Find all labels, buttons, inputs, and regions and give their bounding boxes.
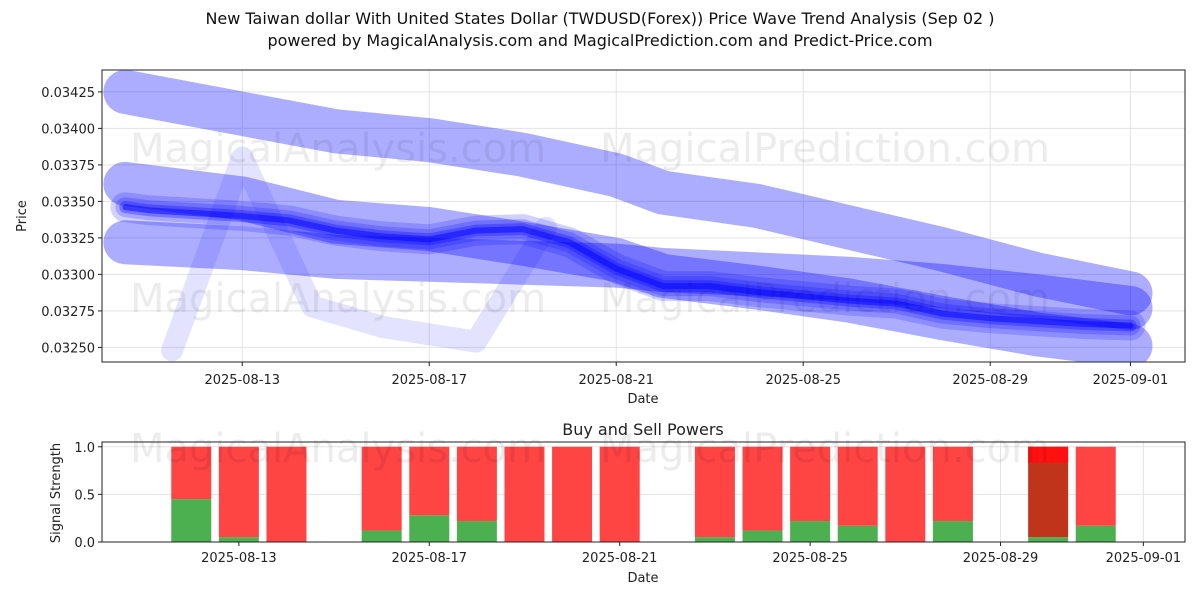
sell-bar [885,446,926,542]
buy-bar [694,537,735,542]
bottom-plot-frame [101,441,1186,543]
sell-bar [932,446,973,522]
top-y-tick-label: 0.03400 [41,122,95,137]
sell-bar [694,446,735,538]
sell-bar [409,446,450,516]
bottom-x-tick-label: 2025-08-25 [772,551,848,566]
wave-lower-band [103,220,1153,330]
buy-bar [171,499,212,542]
buy-bar [1028,537,1069,542]
watermark-analysis-1: MagicalAnalysis.com [130,126,546,172]
top-x-ticks: 2025-08-13 2025-08-17 2025-08-21 2025-08-25… [204,362,1168,388]
wave-bands [103,70,1153,362]
sell-bar [1075,446,1116,526]
top-y-tick-label: 0.03325 [41,232,95,247]
top-x-tick-label: 2025-08-25 [765,373,841,388]
chart-title: New Taiwan dollar With United States Dol… [205,9,995,28]
top-y-axis-label: Price [15,200,30,232]
sell-bar [218,446,259,538]
chart-subtitle: powered by MagicalAnalysis.com and Magic… [267,31,933,50]
bottom-y-axis-label: Signal Strength [49,443,64,543]
sell-bar [456,446,497,522]
top-y-tick-label: 0.03275 [41,305,95,320]
bottom-chart-title: Buy and Sell Powers [562,420,724,439]
top-x-tick-label: 2025-08-17 [391,373,467,388]
top-grid [102,70,1185,362]
bottom-x-tick-label: 2025-08-13 [201,551,277,566]
buy-bar [409,515,450,542]
top-x-axis-label: Date [627,392,658,407]
watermark-analysis-2: MagicalAnalysis.com [130,276,546,322]
top-x-tick-label: 2025-08-29 [952,373,1028,388]
wave-price-wave [122,204,1134,329]
sell-bar [504,446,545,542]
top-x-tick-label: 2025-08-13 [204,373,280,388]
sell-bar [790,446,831,522]
bottom-x-tick-label: 2025-08-17 [391,551,467,566]
bottom-x-tick-label: 2025-08-21 [582,551,658,566]
sell-bar [361,446,402,531]
wave-oscillation [161,146,558,362]
wave-middle-band [103,161,1153,362]
watermark-prediction-1: MagicalPrediction.com [600,126,1050,172]
top-y-tick-label: 0.03300 [41,268,95,283]
watermark-prediction-3: MagicalPrediction.com [600,426,1050,472]
sell-bar-highlight [1028,446,1069,463]
bottom-y-tick-label: 1.0 [74,441,95,456]
bottom-x-tick-label: 2025-09-01 [1106,551,1182,566]
sell-bar [171,446,212,500]
sell-bar [599,446,640,542]
bottom-x-tick-label: 2025-08-29 [963,551,1039,566]
watermark-analysis-3: MagicalAnalysis.com [130,426,546,472]
top-x-tick-label: 2025-08-21 [578,373,654,388]
top-y-tick-label: 0.03250 [41,341,95,356]
top-watermarks: MagicalAnalysis.com MagicalPrediction.co… [130,126,1050,322]
buy-bar [361,530,402,542]
buy-bar [218,537,259,542]
top-x-tick-label: 2025-09-01 [1093,373,1169,388]
bottom-watermarks: MagicalAnalysis.com MagicalPrediction.co… [130,426,1050,472]
buy-bar [456,521,497,542]
sell-bar [837,446,878,526]
sell-bar [552,446,593,542]
bottom-y-tick-label: 0.0 [74,536,95,551]
buy-bar [837,525,878,542]
buy-bar [790,521,831,542]
sell-bar [742,446,783,531]
bottom-x-axis-label: Date [627,571,658,586]
bottom-x-ticks: 2025-08-13 2025-08-17 2025-08-21 2025-08-25… [201,542,1181,566]
top-y-tick-label: 0.03425 [41,86,95,101]
top-plot-frame [101,69,1186,363]
top-y-tick-label: 0.03375 [41,159,95,174]
bottom-y-tick-label: 0.5 [74,488,95,503]
buy-bar [932,521,973,542]
wave-upper-band [103,70,1153,316]
top-y-tick-label: 0.03350 [41,195,95,210]
top-y-ticks: 0.03250 0.03275 0.03300 0.03325 0.03350 0.033… [41,86,102,356]
watermark-prediction-2: MagicalPrediction.com [600,276,1050,322]
bottom-y-ticks: 0.0 0.5 1.0 [74,441,102,551]
power-bars [171,446,1116,542]
buy-bar [1075,525,1116,542]
buy-bar [742,530,783,542]
sell-bar [266,446,307,542]
